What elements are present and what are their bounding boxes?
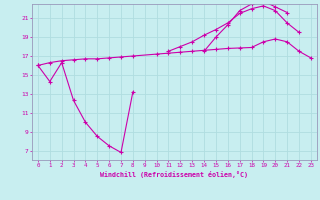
X-axis label: Windchill (Refroidissement éolien,°C): Windchill (Refroidissement éolien,°C) — [100, 171, 248, 178]
